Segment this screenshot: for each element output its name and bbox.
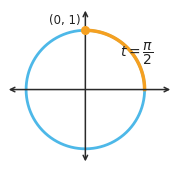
- Text: (0, 1): (0, 1): [49, 14, 81, 27]
- Text: $t = \dfrac{\pi}{2}$: $t = \dfrac{\pi}{2}$: [120, 41, 153, 67]
